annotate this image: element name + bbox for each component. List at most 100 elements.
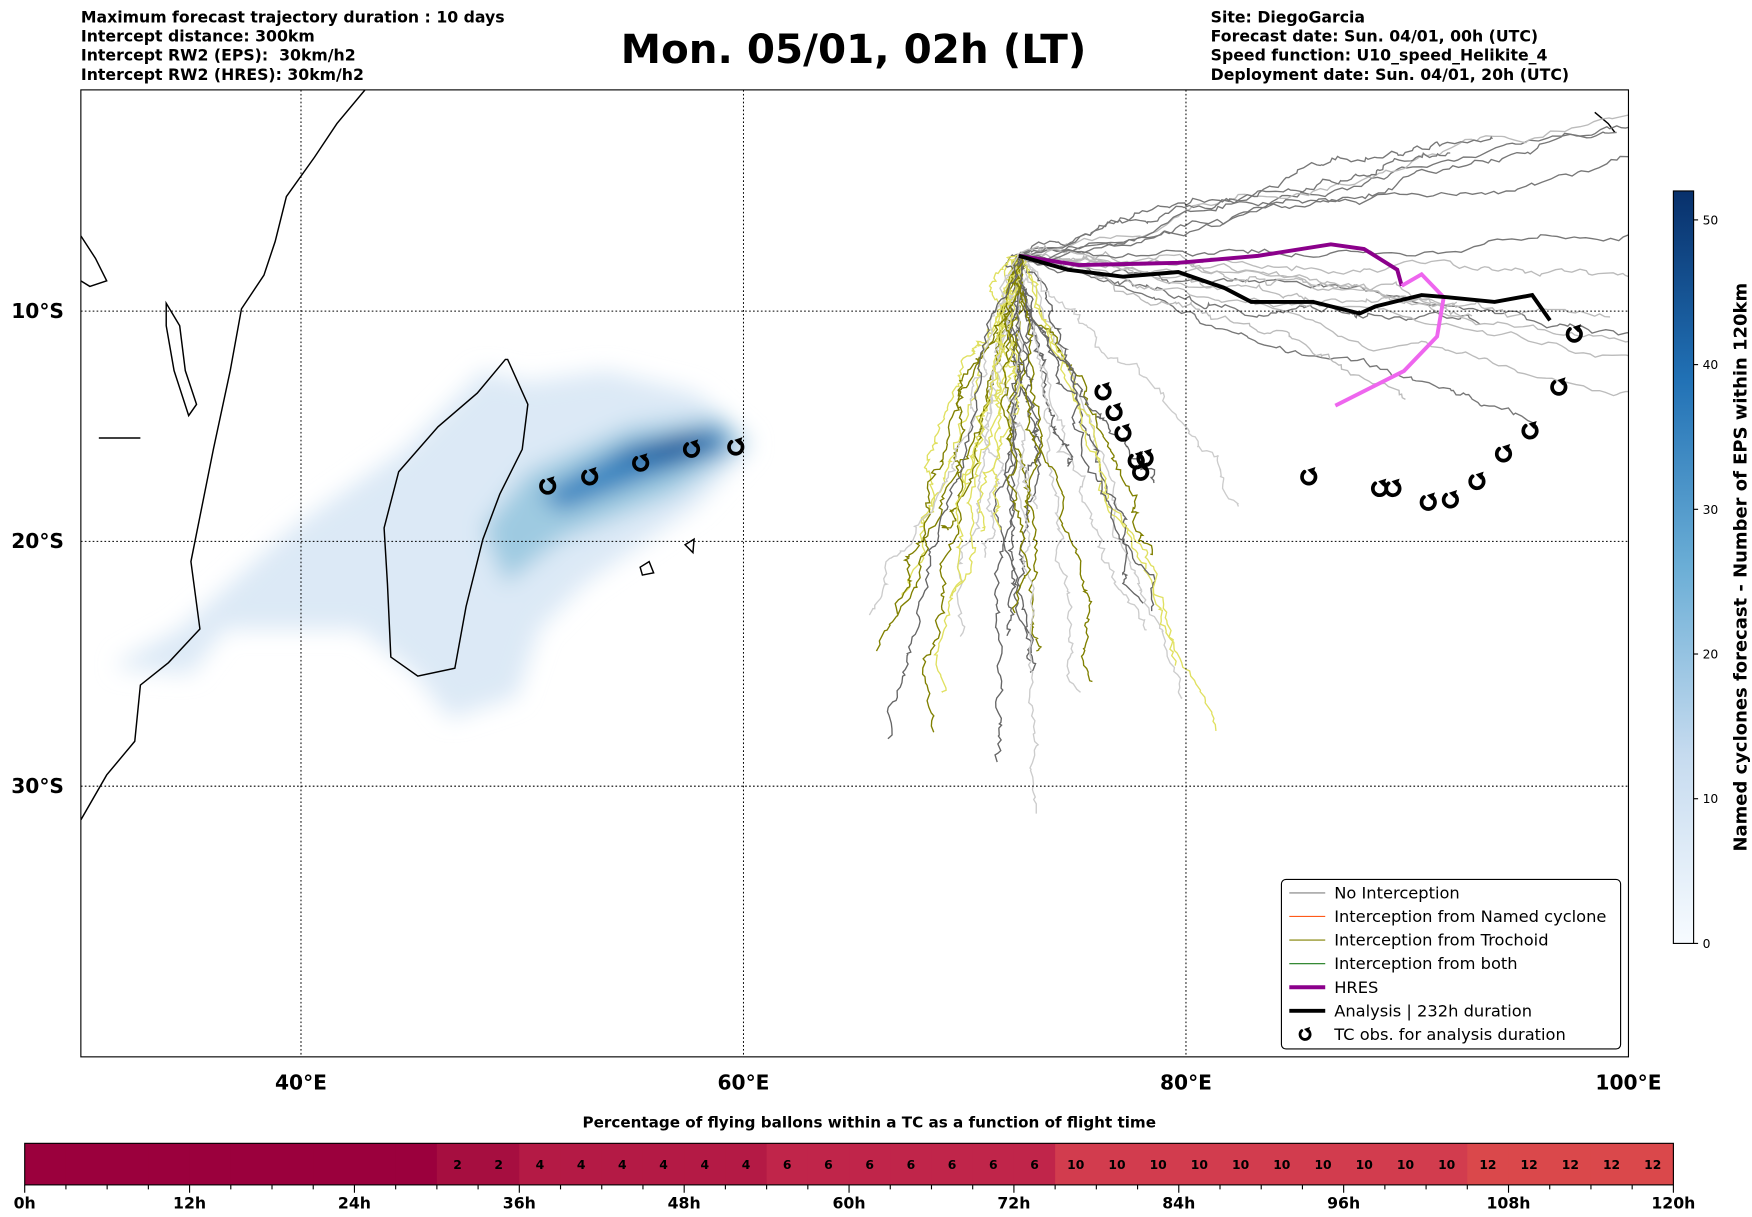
ensemble-trajectory [1014,254,1144,604]
ensemble-trajectory [1017,254,1183,700]
tc-obs-icon [682,439,701,458]
tc-obs-icon [1468,471,1486,491]
ensemble-trajectory [1016,254,1093,683]
tc-obs-icon [1300,467,1318,486]
time-axis: 0h 12h 24h 36h 48h 60h 72h 84h 96h 108h 120h [14,1184,1695,1212]
heatmap-cell-label: 4 [536,1158,545,1172]
ensemble-trajectory [1013,254,1043,652]
tc-obs-icon [1419,492,1437,511]
heatmap-cell [931,1143,974,1185]
ensemble-trajectory [919,254,1021,528]
ensemble-trajectory [1018,254,1629,358]
ensemble-trajectory [1018,254,1629,397]
colorbar-tick-label: 40 [1703,358,1719,372]
y-tick-label: 30°S [11,774,64,798]
y-axis-ticks: 10°S 20°S 30°S [11,299,64,798]
ensemble-trajectory [1016,254,1177,666]
ensemble-trajectory [999,254,1032,614]
tc-obs-icon [1370,478,1389,498]
ensemble-trajectories [868,114,1629,814]
header-left: Maximum forecast trajectory duration : 1… [81,8,505,84]
heatmap-cell [807,1143,850,1185]
heatmap-cell-label: 2 [494,1158,503,1172]
heatmap-cell [436,1143,479,1185]
x-tick-label: 80°E [1160,1070,1212,1094]
bar-title: Percentage of flying ballons within a TC… [583,1114,1157,1132]
heatmap-cell-label: 6 [989,1158,998,1172]
heatmap-cell [1632,1143,1674,1185]
heatmap-cell-label: 2 [453,1158,462,1172]
coastlines [80,89,1616,821]
tc-obs-icon [1127,450,1145,470]
header-right-line: Speed function: U10_speed_Helikite_4 [1211,46,1548,65]
y-tick-label: 10°S [11,299,64,323]
legend-label: HRES [1334,978,1378,997]
ensemble-trajectory [1016,254,1153,556]
heatmap-cell-label: 10 [1356,1158,1373,1172]
flight-time-heatmap: 2 2 4 4 4 4 4 4 6 6 6 6 6 6 6 10 10 10 10 10 10 10 10 10 10 12 12 1… [24,1143,1674,1185]
header-left-line: Maximum forecast trajectory duration : 1… [81,8,505,27]
heatmap-cell [65,1143,108,1185]
tc-obs-icon [1521,420,1539,440]
colorbar-tick-label: 20 [1703,648,1719,662]
ensemble-trajectory [1018,234,1629,260]
ensemble-trajectory [1018,151,1451,256]
heatmap-cell-label: 12 [1521,1158,1538,1172]
ensemble-trajectory [921,254,1020,733]
legend-label: Interception from Trochoid [1334,931,1548,950]
tc-obs-icon [581,467,599,486]
heatmap-cell [519,1143,562,1185]
heatmap-cell [313,1143,356,1185]
time-tick-label: 12h [173,1193,206,1212]
legend-label: No Interception [1334,884,1460,903]
time-tick-label: 120h [1651,1193,1695,1212]
ensemble-trajectory [1018,254,1629,336]
map-area [80,89,1629,1057]
ensemble-trajectory [894,254,1020,615]
heatmap-cell [1590,1143,1633,1185]
time-tick-label: 0h [14,1193,36,1212]
heatmap-cell-label: 10 [1397,1158,1414,1172]
heatmap-cell-label: 10 [1150,1158,1167,1172]
cyclone-density [117,370,753,719]
tc-obs-icon [1384,478,1402,498]
heatmap-cell [230,1143,273,1185]
heatmap-cell [725,1143,768,1185]
ensemble-trajectory [1017,254,1481,325]
heatmap-cell [560,1143,603,1185]
heatmap-cell-label: 6 [824,1158,833,1172]
heatmap-cell [148,1143,191,1185]
heatmap-cell-label: 10 [1067,1158,1084,1172]
legend-label: Interception from Named cyclone [1334,907,1606,926]
ensemble-trajectory [1018,114,1629,256]
tc-obs-icon [1565,324,1583,343]
heatmap-cell-label: 10 [1191,1158,1208,1172]
x-tick-label: 60°E [717,1070,769,1094]
time-tick-label: 60h [833,1193,866,1212]
heatmap-cell-label: 10 [1108,1158,1125,1172]
heatmap-cell-label: 6 [865,1158,874,1172]
analysis-track [1018,253,1552,322]
heatmap-cell [1467,1143,1510,1185]
heatmap-cell [189,1143,232,1185]
legend-label: TC obs. for analysis duration [1333,1025,1566,1044]
tc-obs-legend-icon [1298,1026,1312,1041]
heatmap-cell-label: 6 [907,1158,916,1172]
time-tick-label: 108h [1487,1193,1531,1212]
tc-obs-icon [632,453,650,472]
header-right: Site: DiegoGarcia Forecast date: Sun. 04… [1211,8,1569,84]
heatmap-cell [478,1143,520,1185]
heatmap-cell [107,1143,149,1185]
heatmap-cell [354,1143,397,1185]
tc-obs-icon [1105,402,1123,421]
tc-obs-icon [727,437,745,456]
heatmap-cell-label: 12 [1644,1158,1661,1172]
tc-obs-markers [539,324,1583,511]
heatmap-cell-label: 10 [1314,1158,1331,1172]
ensemble-trajectory [1018,254,1156,612]
hres-track [1018,242,1404,287]
ensemble-trajectory [886,254,1022,740]
ensemble-trajectory [1018,135,1493,256]
colorbar-tick-label: 10 [1703,792,1719,806]
heatmap-cell [972,1143,1015,1185]
